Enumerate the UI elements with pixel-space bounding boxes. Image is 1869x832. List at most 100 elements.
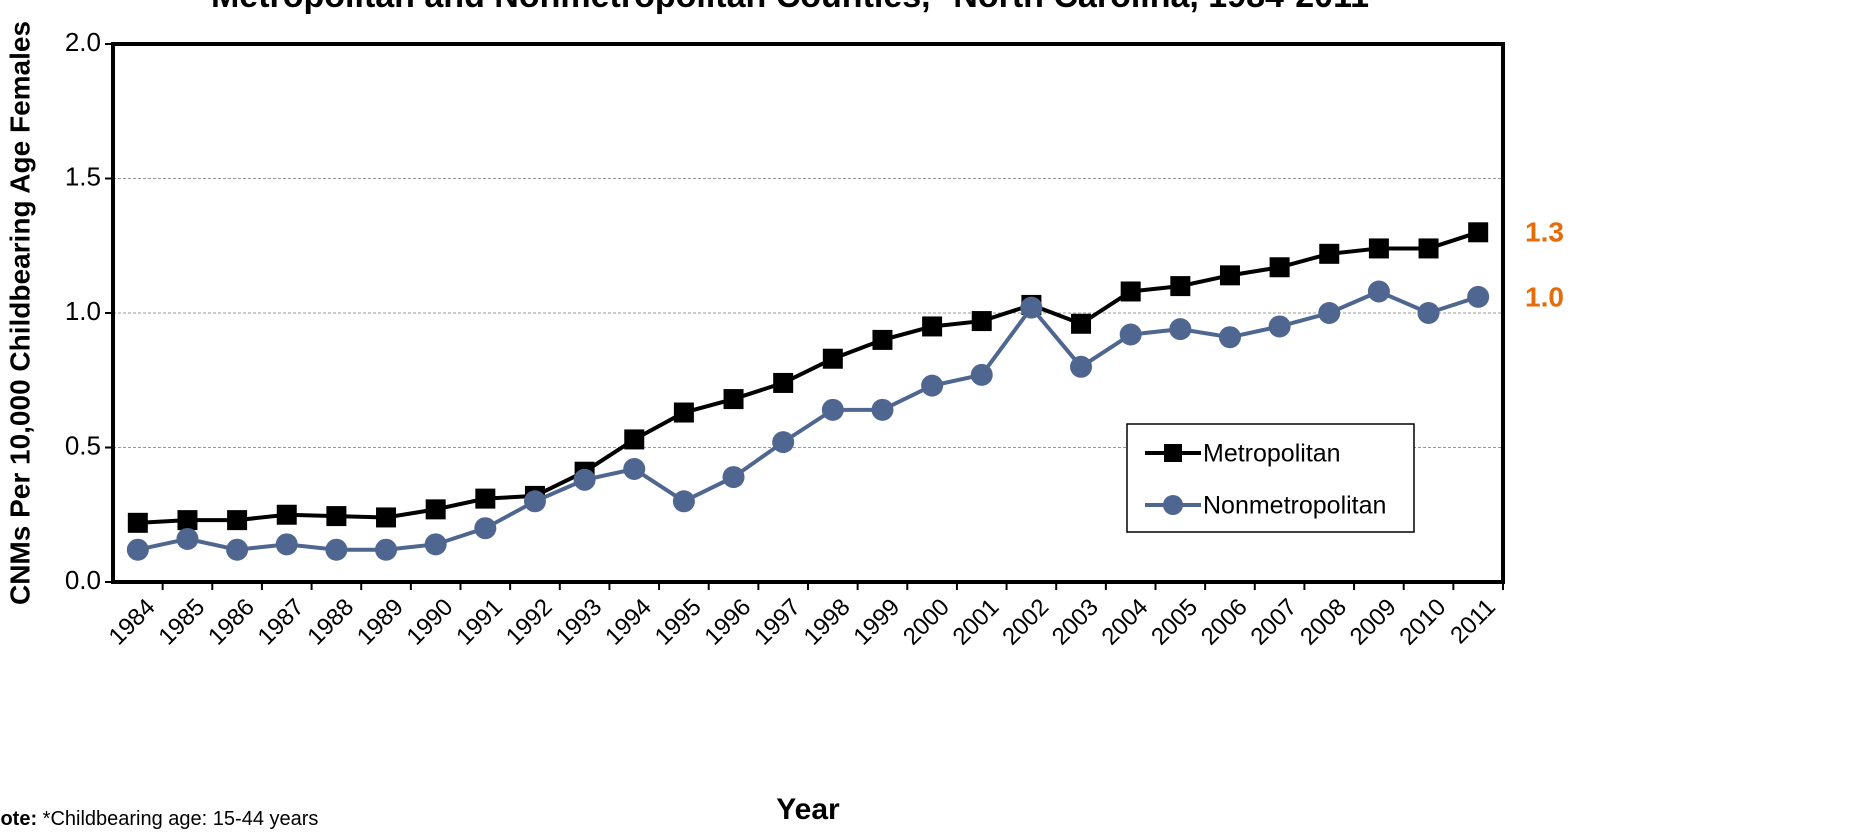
y-tick-label: 1.0 [65, 296, 101, 326]
data-point [623, 458, 646, 481]
x-tick-label: 1988 [302, 594, 359, 651]
x-tick-label: 1991 [451, 594, 508, 651]
y-axis-label: CNMs Per 10,000 Childbearing Age Females [4, 21, 35, 605]
x-tick-label: 1984 [104, 594, 161, 651]
y-tick-label: 2.0 [65, 27, 101, 57]
data-point [177, 510, 198, 531]
data-point [1418, 238, 1439, 259]
data-point [672, 490, 695, 513]
end-label: 1.0 [1525, 281, 1564, 312]
y-tick-label: 1.5 [65, 161, 101, 191]
data-point [425, 499, 446, 520]
x-tick-label: 1997 [749, 594, 806, 651]
data-point [475, 488, 496, 509]
x-tick-label: 1996 [699, 594, 756, 651]
x-tick-label: 1994 [600, 594, 657, 651]
data-point [176, 527, 199, 550]
x-tick-label: 1992 [501, 594, 558, 651]
x-axis-label: Year [776, 793, 840, 826]
data-point [970, 363, 993, 386]
data-point [1319, 243, 1340, 264]
data-point [226, 538, 249, 561]
data-point [127, 512, 148, 533]
data-point [1318, 302, 1341, 324]
x-tick-label: 2011 [1445, 594, 1501, 650]
data-point [326, 506, 347, 527]
x-tick-label: 1989 [352, 594, 409, 651]
series-line [137, 230, 1479, 525]
data-point [573, 468, 596, 491]
note-label: Note: [0, 808, 37, 830]
series-line [137, 289, 1479, 552]
x-tick-label: 2000 [898, 594, 955, 651]
data-point [1368, 238, 1389, 259]
data-point [1468, 222, 1489, 243]
legend-label: Nonmetropolitan [1203, 492, 1386, 520]
data-point [921, 374, 944, 397]
data-point [325, 538, 348, 561]
data-point [523, 490, 546, 513]
x-tick-label: 2010 [1394, 594, 1451, 651]
data-point [871, 398, 894, 421]
data-point [276, 504, 297, 525]
x-tick-label: 2008 [1295, 594, 1352, 651]
data-point [1218, 326, 1241, 349]
data-point [772, 431, 795, 454]
x-tick-label: 1990 [402, 594, 459, 651]
data-point [375, 538, 398, 561]
data-point [673, 402, 694, 423]
data-point [1170, 276, 1191, 297]
y-tick-label: 0.5 [65, 430, 101, 460]
data-point [1070, 355, 1093, 378]
data-point [1071, 313, 1092, 334]
data-point [872, 329, 893, 350]
data-point [1269, 257, 1290, 278]
data-point [624, 429, 645, 450]
data-point [773, 372, 794, 393]
data-point [1119, 323, 1142, 346]
data-point [922, 316, 943, 337]
legend-label: Metropolitan [1203, 440, 1341, 468]
x-tick-label: 2001 [948, 594, 1005, 651]
data-point [821, 398, 844, 421]
x-tick-label: 2009 [1345, 594, 1402, 651]
data-point [971, 311, 992, 332]
legend-marker [1164, 444, 1182, 462]
x-tick-label: 2006 [1196, 594, 1253, 651]
x-tick-label: 1999 [848, 594, 905, 651]
data-point [722, 466, 745, 489]
data-point [822, 348, 843, 369]
x-tick-label: 1986 [203, 594, 260, 651]
data-point [376, 507, 397, 528]
data-point [424, 533, 447, 556]
x-tick-label: 1998 [799, 594, 856, 651]
data-point [1367, 280, 1390, 303]
x-tick-label: 2003 [1047, 594, 1104, 651]
end-label: 1.3 [1525, 217, 1564, 248]
y-tick-label: 0.0 [65, 565, 101, 595]
data-point [126, 538, 149, 561]
data-point [1219, 265, 1240, 286]
data-point [227, 510, 248, 531]
note-text: *Childbearing age: 15-44 years [43, 808, 319, 830]
data-point [1467, 285, 1490, 308]
x-tick-label: 2005 [1146, 594, 1203, 651]
x-tick-label: 1987 [253, 594, 310, 651]
legend-marker [1163, 495, 1183, 515]
x-tick-label: 2004 [1097, 594, 1154, 651]
x-tick-label: 2002 [997, 594, 1054, 651]
chart-title: Metropolitan and Nonmetropolitan Countie… [211, 0, 1369, 15]
data-point [1020, 296, 1043, 319]
x-tick-label: 1995 [650, 594, 707, 651]
data-point [1268, 315, 1291, 338]
data-point [275, 533, 298, 556]
note: Note: *Childbearing age: 15-44 years [0, 808, 318, 830]
data-point [1169, 318, 1192, 341]
data-point [1417, 302, 1440, 324]
x-tick-label: 1993 [550, 594, 607, 651]
data-point [474, 517, 497, 540]
data-point [723, 389, 744, 410]
x-tick-label: 1985 [153, 594, 210, 651]
data-point [1120, 281, 1141, 302]
